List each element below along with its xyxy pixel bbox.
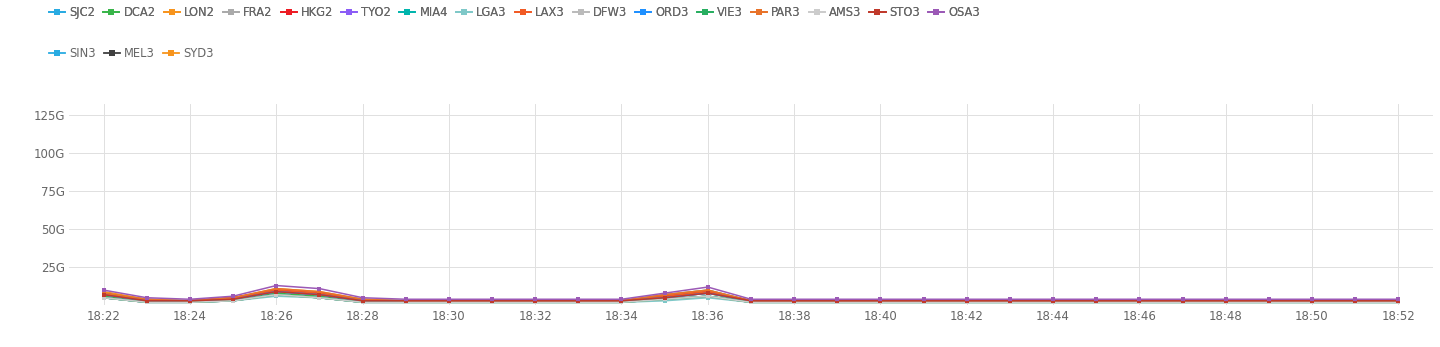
Legend: SJC2, DCA2, LON2, FRA2, HKG2, TYO2, MIA4, LGA3, LAX3, DFW3, ORD3, VIE3, PAR3, AM: SJC2, DCA2, LON2, FRA2, HKG2, TYO2, MIA4… <box>49 6 981 19</box>
Legend: SIN3, MEL3, SYD3: SIN3, MEL3, SYD3 <box>49 48 213 60</box>
